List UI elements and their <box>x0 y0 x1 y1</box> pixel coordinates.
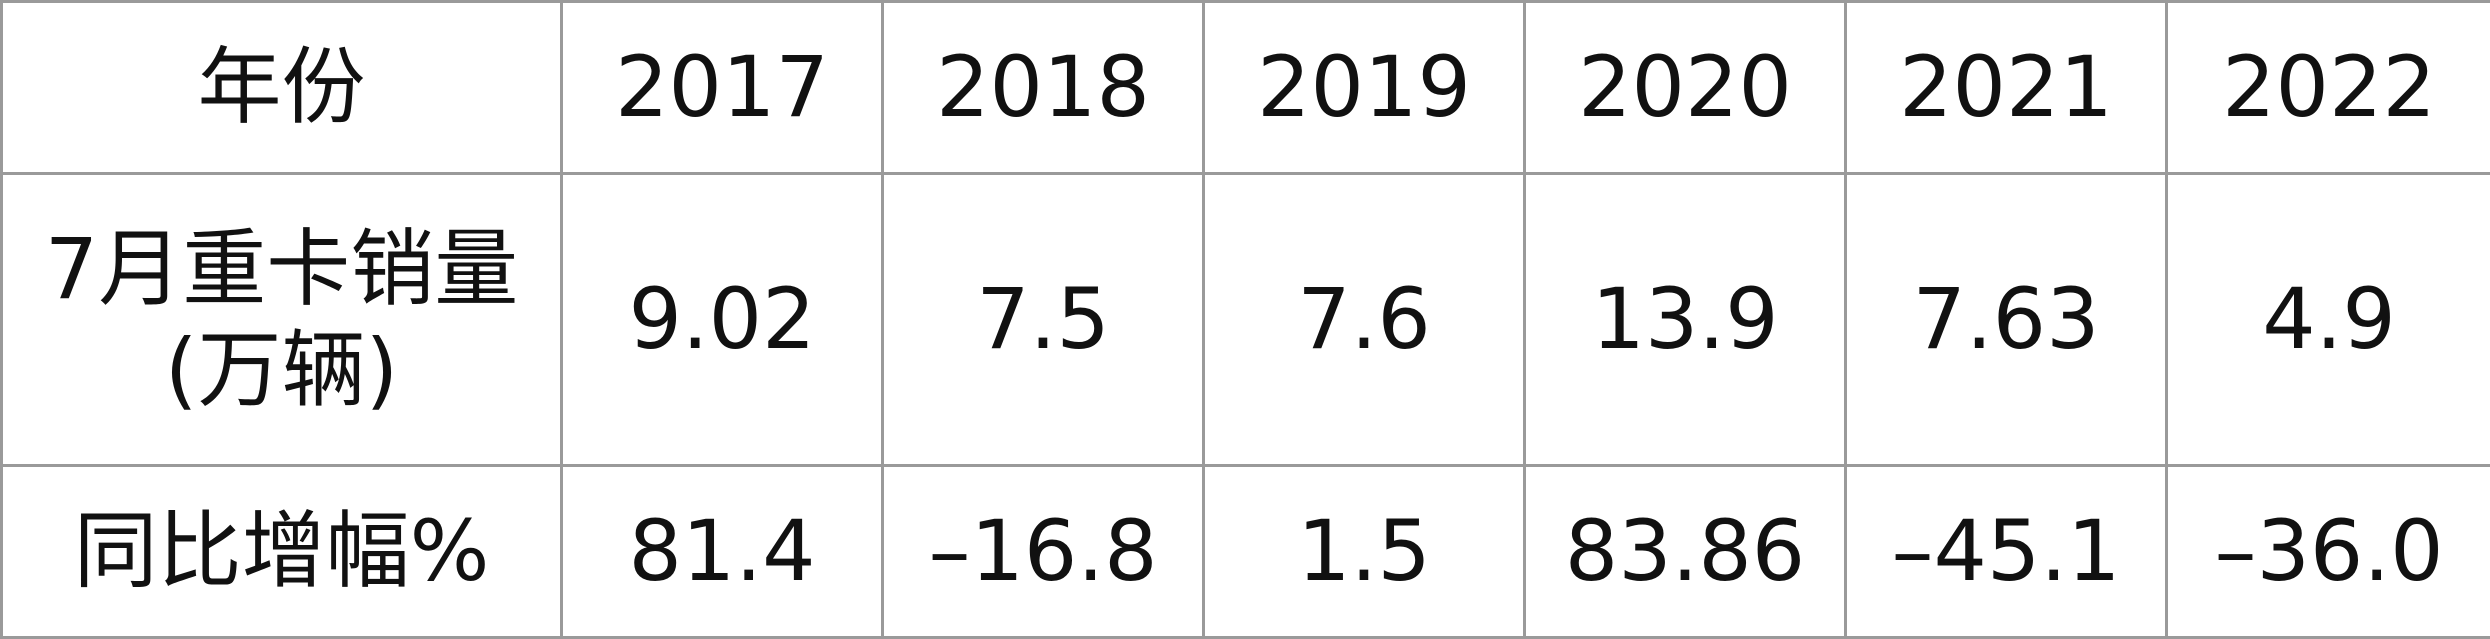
table-cell: 81.4 <box>562 466 883 638</box>
table-cell: 2019 <box>1204 2 1525 174</box>
table-cell: 2018 <box>883 2 1204 174</box>
table-cell: 13.9 <box>1525 174 1846 466</box>
table-cell: 7.5 <box>883 174 1204 466</box>
table-cell: –16.8 <box>883 466 1204 638</box>
row-label-cell: 7月重卡销量(万辆) <box>2 174 562 466</box>
row-label-line: (万辆) <box>3 320 560 421</box>
table-cell: 9.02 <box>562 174 883 466</box>
table-cell: 83.86 <box>1525 466 1846 638</box>
table-cell: 4.9 <box>2167 174 2490 466</box>
table-cell: 1.5 <box>1204 466 1525 638</box>
table-cell: 2020 <box>1525 2 1846 174</box>
row-label-cell: 同比增幅% <box>2 466 562 638</box>
table-cell: 7.63 <box>1846 174 2167 466</box>
table-cell: 2021 <box>1846 2 2167 174</box>
table-cell: 7.6 <box>1204 174 1525 466</box>
table-cell: 2022 <box>2167 2 2490 174</box>
row-label-line: 同比增幅% <box>3 501 560 602</box>
table-cell: –36.0 <box>2167 466 2490 638</box>
header-label-cell: 年份 <box>2 2 562 174</box>
table-cell: –45.1 <box>1846 466 2167 638</box>
row-label-line: 7月重卡销量 <box>3 219 560 320</box>
table-cell: 2017 <box>562 2 883 174</box>
